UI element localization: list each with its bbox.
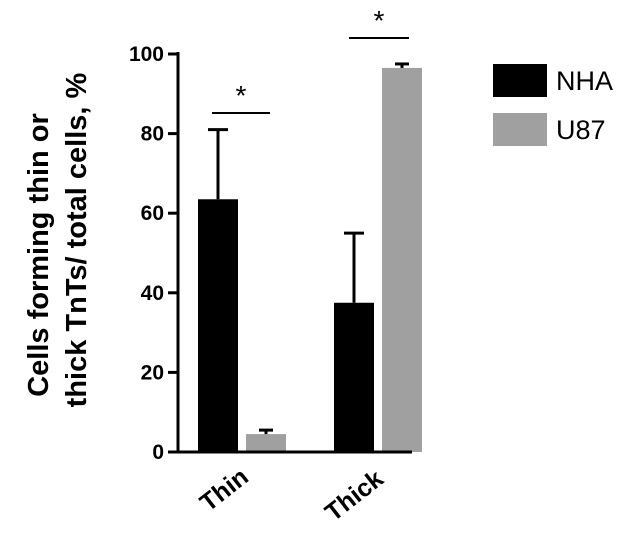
y-tick-label: 60 [141,202,164,225]
significance-star: * [236,80,247,111]
y-tick-label: 0 [152,441,164,464]
legend-swatch-u87 [493,113,547,146]
bar-u87-thin [246,434,286,452]
legend-label-nha: NHA [556,66,613,96]
x-tick-label-thin: Thin [195,463,254,518]
y-axis-title-line-2: thick TnTs/ total cells, % [61,72,93,407]
y-tick-label: 80 [141,123,164,146]
y-axis: 0 20 40 60 80 100 [129,43,178,464]
significance-star: * [374,5,385,36]
y-axis-title: Cells forming thin or thick TnTs/ total … [23,72,93,407]
bars [198,62,422,453]
bar-nha-thick [334,302,374,452]
x-tick-label-thick: Thick [320,465,389,527]
y-tick-label: 40 [141,282,164,305]
legend-swatch-nha [493,64,547,97]
x-axis-labels: Thin Thick [195,463,389,527]
significance-markers: ** [212,5,409,114]
bar-u87-thick [382,67,422,453]
legend: NHA U87 [493,64,613,146]
y-tick-label: 20 [141,361,164,384]
bar-nha-thin [198,199,238,452]
legend-label-u87: U87 [556,115,606,145]
y-tick-label: 100 [129,43,164,66]
y-axis-title-line-1: Cells forming thin or [23,113,55,397]
